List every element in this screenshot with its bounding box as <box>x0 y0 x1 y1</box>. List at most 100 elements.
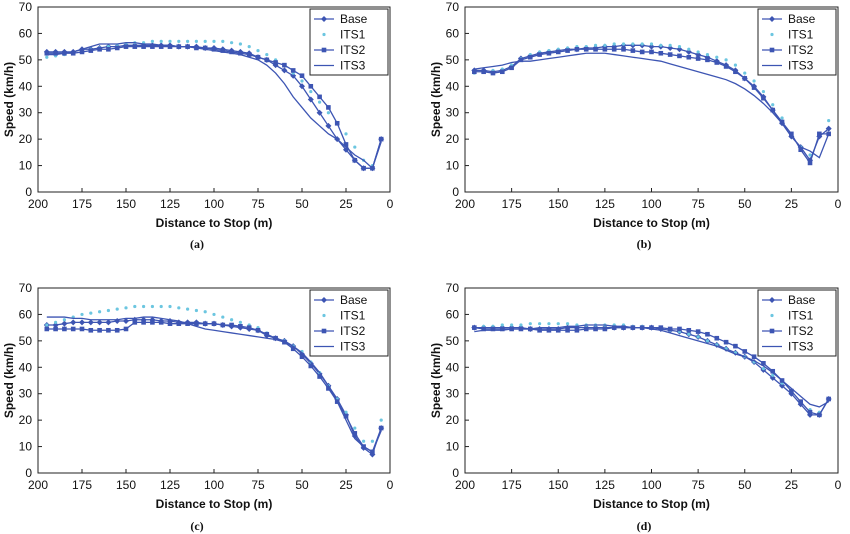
data-point-its2 <box>106 327 111 333</box>
data-point-its2 <box>695 329 701 334</box>
data-point-its2 <box>761 361 766 366</box>
data-point-its1 <box>677 45 682 49</box>
data-point-its2 <box>677 53 682 59</box>
data-point-its1 <box>230 318 234 322</box>
data-point-its2 <box>299 354 305 360</box>
data-point-its1 <box>221 39 225 43</box>
data-point-its1 <box>612 42 616 46</box>
data-point-its2 <box>677 326 682 332</box>
data-point-its1 <box>603 43 607 47</box>
data-point-its2 <box>565 327 570 333</box>
data-point-its2 <box>537 52 542 57</box>
x-tick-label: 25 <box>339 197 353 211</box>
data-point-its2 <box>88 48 94 53</box>
y-tick-label: 10 <box>446 159 460 173</box>
data-point-its2 <box>229 322 234 328</box>
data-point-its1 <box>124 306 128 310</box>
y-axis-label: Speed (km/h) <box>429 343 443 418</box>
data-point-its1 <box>256 49 260 53</box>
legend-swatch-its1 <box>770 32 774 37</box>
x-axis-label: Distance to Stop (m) <box>156 497 273 511</box>
data-point-base <box>290 72 297 79</box>
data-point-its2 <box>546 50 552 56</box>
data-point-its2 <box>565 48 570 53</box>
series-its2 <box>44 320 384 455</box>
data-point-its2 <box>238 324 243 329</box>
data-point-its2 <box>123 44 129 49</box>
chart-panel-b: 0 10 20 30 40 50 60 70 200 175 150 125 100 75 50 25 0 Dis… <box>429 0 842 251</box>
data-point-its2 <box>733 343 738 349</box>
y-tick-label: 60 <box>19 26 33 40</box>
data-point-its2 <box>826 396 831 402</box>
data-point-its2 <box>220 322 226 328</box>
legend-label: ITS1 <box>788 28 814 42</box>
y-tick-label: 20 <box>446 413 460 427</box>
panel-caption: (c) <box>190 519 203 533</box>
data-point-its2 <box>53 50 58 56</box>
data-point-its2 <box>44 50 50 56</box>
x-tick-label: 150 <box>116 478 136 492</box>
data-point-its2 <box>211 321 217 326</box>
data-point-its1 <box>80 312 84 317</box>
legend-label: ITS3 <box>788 340 814 354</box>
data-point-its1 <box>212 39 216 43</box>
data-point-its1 <box>159 39 163 43</box>
series-line-its3 <box>474 324 829 408</box>
data-point-its1 <box>194 308 198 313</box>
data-point-its2 <box>733 69 738 75</box>
y-tick-label: 50 <box>19 53 33 67</box>
y-tick-label: 70 <box>19 281 33 295</box>
series-its3 <box>474 52 830 159</box>
data-point-its2 <box>686 54 692 60</box>
data-point-its2 <box>352 157 358 163</box>
data-point-its1 <box>687 332 691 336</box>
data-point-its2 <box>546 327 552 333</box>
data-point-its1 <box>186 39 190 43</box>
data-point-its2 <box>500 326 505 332</box>
x-tick-label: 175 <box>502 197 522 211</box>
data-point-its2 <box>658 325 664 330</box>
data-point-its2 <box>264 331 270 337</box>
data-point-its2 <box>123 326 129 332</box>
y-tick-label: 70 <box>19 0 33 14</box>
y-tick-label: 70 <box>446 0 460 14</box>
data-point-its2 <box>658 50 664 56</box>
series-line-its3 <box>46 316 382 453</box>
x-tick-label: 175 <box>72 478 92 492</box>
x-tick-label: 100 <box>204 197 224 211</box>
data-point-its2 <box>705 331 710 337</box>
y-tick-label: 60 <box>446 26 460 40</box>
legend-marker-base <box>321 16 327 22</box>
data-point-its1 <box>98 310 102 314</box>
data-point-its2 <box>202 321 208 326</box>
y-tick-label: 40 <box>446 360 460 374</box>
data-point-its1 <box>565 322 570 326</box>
x-tick-label: 125 <box>595 478 615 492</box>
data-point-its2 <box>97 46 102 52</box>
y-tick-label: 30 <box>19 387 33 401</box>
data-point-its2 <box>53 326 58 332</box>
series-its2 <box>44 44 384 171</box>
data-point-its2 <box>770 107 776 113</box>
data-point-its2 <box>593 326 598 332</box>
data-point-base <box>676 46 683 53</box>
data-point-base <box>281 67 288 74</box>
data-point-its2 <box>79 49 85 55</box>
x-axis-label: Distance to Stop (m) <box>593 497 710 511</box>
data-point-its1 <box>752 79 756 83</box>
data-point-its1 <box>696 50 700 54</box>
data-point-its2 <box>62 326 67 332</box>
data-point-its1 <box>203 310 207 314</box>
data-point-its2 <box>158 44 164 49</box>
data-point-its2 <box>246 325 252 330</box>
data-point-its1 <box>177 306 181 310</box>
data-point-its1 <box>547 322 551 326</box>
x-tick-label: 75 <box>691 197 705 211</box>
data-point-its1 <box>649 42 654 46</box>
data-point-its2 <box>150 44 155 49</box>
data-point-its2 <box>79 326 85 332</box>
data-point-its1 <box>54 320 58 324</box>
data-point-its2 <box>723 339 729 345</box>
data-point-its2 <box>649 325 654 330</box>
